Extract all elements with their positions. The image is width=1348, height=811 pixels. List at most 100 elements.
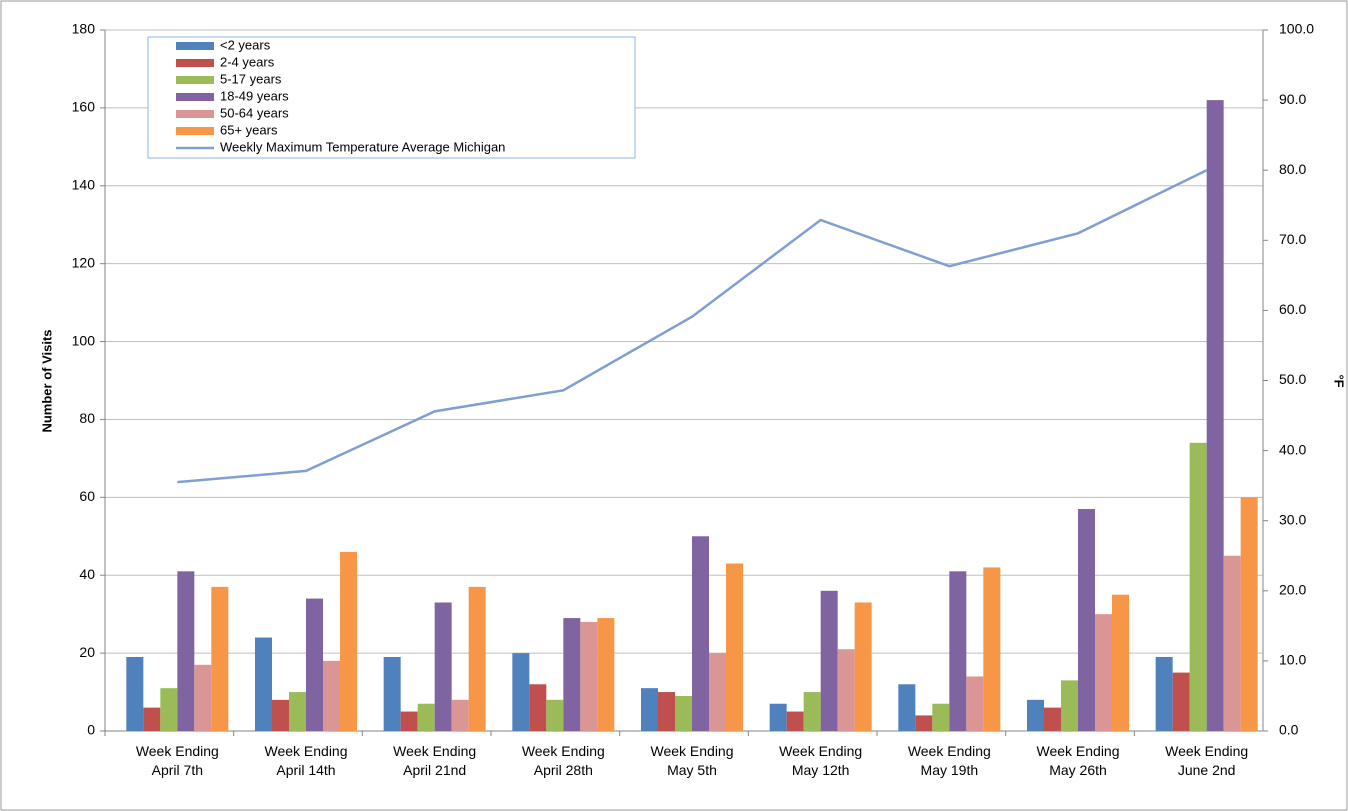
y2-tick-label: 80.0	[1279, 161, 1306, 177]
bar	[400, 711, 418, 731]
bar	[675, 695, 692, 731]
x-tick-label-line: Week Ending	[522, 743, 605, 759]
y-tick-label: 80	[79, 410, 95, 426]
y-tick-label: 40	[79, 566, 95, 582]
x-tick-label-line: May 26th	[1049, 762, 1107, 778]
y2-tick-label: 100.0	[1279, 21, 1314, 37]
bar	[1027, 699, 1044, 731]
bar	[854, 602, 872, 731]
y2-axis-label: °F	[1332, 374, 1347, 387]
bar	[417, 703, 435, 731]
legend-label: 2-4 years	[220, 54, 275, 69]
bar	[323, 660, 340, 731]
legend-swatch	[176, 59, 214, 67]
legend-swatch	[176, 42, 214, 50]
bar	[160, 688, 178, 731]
bar	[383, 657, 401, 731]
bar	[1078, 509, 1095, 731]
y2-tick-label: 40.0	[1279, 441, 1306, 457]
bar	[512, 653, 530, 731]
x-tick-label-line: Week Ending	[264, 743, 347, 759]
x-tick-label-line: June 2nd	[1178, 762, 1236, 778]
bar	[194, 664, 212, 731]
y2-tick-label: 10.0	[1279, 652, 1306, 668]
bar	[658, 692, 675, 731]
bar	[177, 571, 195, 731]
x-tick-label: Week Ending May 12th	[779, 743, 862, 778]
bar	[837, 649, 855, 731]
x-tick-label: Week Ending May 26th	[1036, 743, 1119, 778]
x-tick-label-line: May 5th	[667, 762, 717, 778]
y-tick-label: 20	[79, 644, 95, 660]
legend-label: 65+ years	[220, 122, 278, 137]
bar	[306, 598, 323, 731]
bar	[983, 567, 1001, 731]
bar	[803, 692, 821, 731]
bar	[529, 684, 547, 731]
y-tick-label: 140	[72, 176, 96, 192]
y-axis-label: Number of Visits	[39, 329, 54, 432]
x-tick-label: Week Ending April 21nd	[393, 743, 476, 778]
x-tick-label: Week Ending May 19th	[908, 743, 991, 778]
legend-swatch	[176, 76, 214, 84]
x-tick-label: Week Ending April 7th	[136, 743, 219, 778]
x-tick-label-line: Week Ending	[136, 743, 219, 759]
y-tick-label: 100	[72, 332, 96, 348]
x-tick-label: Week Ending June 2nd	[1165, 743, 1248, 778]
bar	[255, 637, 272, 731]
bar	[1155, 657, 1173, 731]
bar	[769, 703, 787, 731]
bar	[451, 699, 469, 731]
x-tick-label-line: Week Ending	[779, 743, 862, 759]
bar	[143, 707, 161, 731]
x-tick-label: Week Ending April 14th	[264, 743, 347, 778]
bar	[468, 586, 486, 731]
x-tick-label-line: April 14th	[276, 762, 335, 778]
legend-label: Weekly Maximum Temperature Average Michi…	[220, 139, 505, 154]
bar	[272, 699, 289, 731]
y2-tick-label: 30.0	[1279, 511, 1306, 527]
bar	[692, 536, 709, 731]
bar	[949, 571, 967, 731]
y-tick-label: 120	[72, 254, 96, 270]
y2-tick-label: 70.0	[1279, 231, 1306, 247]
x-tick-label-line: May 12th	[792, 762, 850, 778]
legend-swatch	[176, 127, 214, 135]
x-tick-label-line: Week Ending	[650, 743, 733, 759]
y-tick-label: 160	[72, 99, 96, 115]
legend-label: 18-49 years	[220, 88, 289, 103]
y2-tick-label: 50.0	[1279, 371, 1306, 387]
bar	[1240, 497, 1258, 731]
bar	[915, 715, 933, 731]
bar	[820, 590, 838, 731]
legend-label: 5-17 years	[220, 71, 282, 86]
bar	[580, 621, 598, 731]
bar	[786, 711, 804, 731]
y2-tick-label: 90.0	[1279, 91, 1306, 107]
y-tick-label: 60	[79, 488, 95, 504]
bar	[1112, 594, 1129, 731]
bar	[434, 602, 452, 731]
x-tick-label: Week Ending May 5th	[650, 743, 733, 778]
bar	[641, 688, 658, 731]
x-tick-label-line: April 21nd	[403, 762, 466, 778]
bar	[1061, 680, 1078, 731]
bar	[966, 676, 984, 731]
y-tick-label: 0	[87, 722, 95, 738]
bar	[1189, 442, 1207, 731]
bar	[898, 684, 916, 731]
x-tick-label: Week Ending April 28th	[522, 743, 605, 778]
bar	[1206, 100, 1224, 732]
legend-swatch	[176, 110, 214, 118]
bar	[126, 657, 144, 731]
bar	[726, 563, 743, 731]
x-tick-label-line: May 19th	[921, 762, 979, 778]
temperature-line	[177, 169, 1208, 484]
legend-swatch	[176, 93, 214, 101]
x-tick-label-line: Week Ending	[393, 743, 476, 759]
x-tick-label-line: April 28th	[534, 762, 593, 778]
bar	[563, 618, 581, 731]
bar	[211, 586, 229, 731]
x-tick-label-line: April 7th	[152, 762, 203, 778]
